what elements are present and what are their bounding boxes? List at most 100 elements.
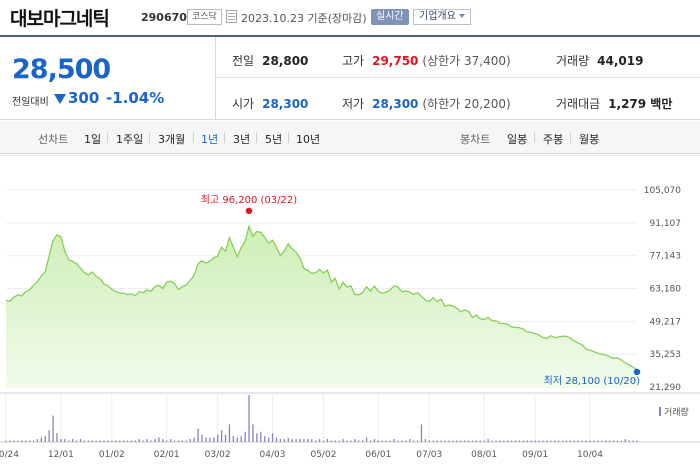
line-chart-label: 선차트 bbox=[38, 133, 69, 146]
volume-bar bbox=[522, 440, 525, 442]
volume-bar bbox=[424, 439, 427, 442]
price-line bbox=[5, 224, 638, 371]
volume-bar bbox=[420, 424, 423, 442]
volume-bar bbox=[608, 440, 611, 442]
volume-bar bbox=[44, 436, 46, 442]
volume-bar bbox=[577, 440, 579, 442]
y-tick-label: 77,143 bbox=[650, 252, 682, 262]
volume-bar bbox=[287, 437, 289, 442]
prev-close: 전일 28,800 bbox=[232, 52, 308, 69]
change-value: 300 bbox=[68, 89, 100, 107]
realtime-badge[interactable]: 실시간 bbox=[371, 9, 409, 25]
volume-bar bbox=[193, 437, 195, 442]
quote-row-divider bbox=[216, 77, 700, 78]
price-chart: 105,070 91,107 77,143 63,180 49,217 35,253 21,… bbox=[0, 155, 700, 460]
min-price-marker bbox=[633, 368, 641, 376]
volume-bar bbox=[267, 437, 270, 442]
volume-bar bbox=[275, 437, 278, 442]
volume-bar bbox=[491, 440, 493, 442]
volume-bar bbox=[83, 440, 86, 442]
volume-bar bbox=[228, 424, 231, 442]
range-separator bbox=[288, 132, 289, 143]
volume-bar bbox=[162, 439, 164, 442]
volume-bar bbox=[224, 434, 227, 442]
volume-bar bbox=[593, 440, 595, 442]
range-option-1w[interactable]: 1주일 bbox=[116, 133, 144, 146]
volume-bar bbox=[330, 440, 332, 442]
range-separator bbox=[193, 132, 194, 143]
volume-bar bbox=[534, 440, 536, 442]
volume-bar bbox=[232, 436, 235, 442]
range-option-1y[interactable]: 1년 bbox=[201, 133, 219, 146]
volume-bar bbox=[514, 440, 517, 442]
volume-bar bbox=[185, 440, 187, 442]
volume-bar bbox=[315, 440, 317, 442]
volume-bar bbox=[40, 437, 42, 442]
volume-bar bbox=[60, 439, 62, 442]
volume-bar bbox=[409, 439, 411, 442]
stock-name: 대보마그네틱 bbox=[10, 8, 110, 30]
volume-bar bbox=[483, 440, 485, 442]
y-tick-label: 35,253 bbox=[650, 350, 682, 360]
volume-bar bbox=[122, 440, 125, 442]
volume-bar bbox=[52, 415, 54, 442]
range-separator bbox=[107, 132, 108, 143]
volume-bar bbox=[597, 440, 599, 442]
range-option-3m[interactable]: 3개월 bbox=[158, 133, 186, 146]
volume-bar bbox=[393, 439, 395, 442]
volume-bar bbox=[177, 440, 180, 442]
volume-bar bbox=[432, 440, 434, 442]
volume-bar bbox=[554, 440, 556, 442]
volume-bar bbox=[503, 440, 505, 442]
volume-bar bbox=[616, 440, 619, 442]
volume-bar bbox=[561, 440, 564, 442]
y-tick-label: 91,107 bbox=[650, 219, 682, 229]
volume-bar bbox=[217, 434, 219, 442]
quote-panel: 28,500 전일대비 300 -1.04% 전일 28,800 고가 29,750… bbox=[0, 35, 700, 120]
volume-bar bbox=[95, 440, 97, 442]
candle-option-monthly[interactable]: 월봉 bbox=[579, 133, 600, 146]
volume-bar bbox=[291, 439, 293, 442]
low-value: 28,300 bbox=[372, 97, 419, 111]
volume-bar bbox=[103, 440, 105, 442]
x-tick-label: 06/01 bbox=[365, 450, 391, 460]
trade-value-label: 거래대금 bbox=[556, 97, 601, 111]
volume-bar bbox=[158, 437, 160, 442]
volume-bar bbox=[397, 440, 399, 442]
volume-bar bbox=[589, 440, 591, 442]
volume-bar bbox=[111, 440, 113, 442]
quote-divider bbox=[215, 37, 216, 119]
lower-limit: (하한가 20,200) bbox=[422, 97, 511, 111]
chart-range-bar: 선차트 1일 1주일 3개월 1년 3년 5년 10년 봉차트 일봉 주봉 월봉 bbox=[0, 121, 700, 154]
candle-chart-label: 봉차트 bbox=[460, 133, 491, 146]
range-option-10y[interactable]: 10년 bbox=[296, 133, 321, 146]
range-separator bbox=[224, 132, 225, 143]
volume-bar bbox=[365, 437, 368, 442]
candle-option-daily[interactable]: 일봉 bbox=[507, 133, 528, 146]
volume-bar bbox=[107, 440, 109, 442]
volume-bar bbox=[350, 440, 352, 442]
volume-bar bbox=[369, 440, 372, 442]
company-overview-button[interactable]: 기업개요 bbox=[413, 9, 471, 25]
candle-option-weekly[interactable]: 주봉 bbox=[543, 133, 564, 146]
y-tick-label: 105,070 bbox=[644, 186, 681, 196]
volume-bar bbox=[530, 440, 532, 442]
volume-bar bbox=[565, 440, 568, 442]
high-label: 고가 bbox=[342, 54, 365, 68]
volume-bar bbox=[181, 440, 184, 442]
volume-bar bbox=[197, 428, 199, 442]
volume-bar bbox=[518, 440, 521, 442]
range-option-5y[interactable]: 5년 bbox=[265, 133, 283, 146]
company-overview-label: 기업개요 bbox=[419, 11, 456, 22]
volume-bar bbox=[581, 440, 583, 442]
volume-bar bbox=[170, 439, 172, 442]
range-option-1d[interactable]: 1일 bbox=[84, 133, 102, 146]
volume-bar bbox=[260, 431, 262, 442]
volume-bar bbox=[56, 433, 58, 442]
volume-bar bbox=[173, 440, 176, 442]
range-option-3y[interactable]: 3년 bbox=[233, 133, 251, 146]
volume-bar bbox=[115, 440, 117, 442]
volume-bar bbox=[463, 440, 466, 442]
volume-bar bbox=[166, 440, 168, 442]
range-separator bbox=[149, 132, 150, 143]
